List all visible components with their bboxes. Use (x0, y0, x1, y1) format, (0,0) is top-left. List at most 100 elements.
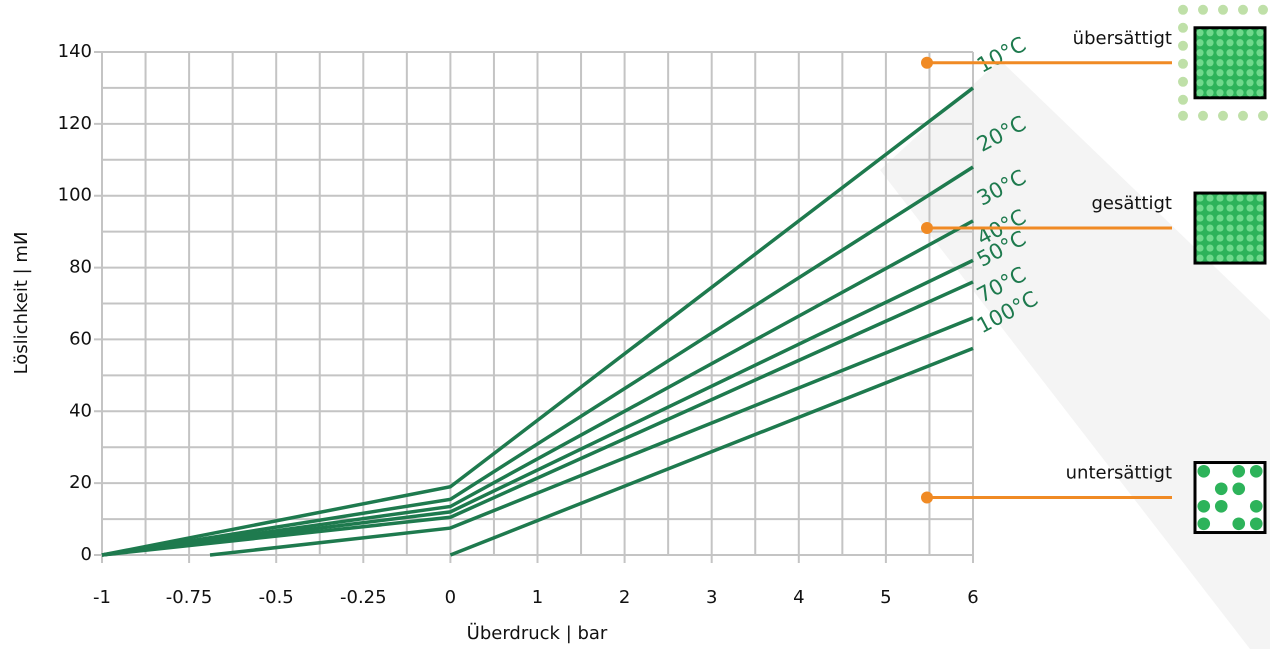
icon-dot (1218, 111, 1228, 121)
icon-dot (1232, 517, 1245, 530)
icon-dot (1196, 234, 1203, 241)
icon-dot (1256, 79, 1263, 86)
icon-dot (1236, 254, 1243, 261)
y-tick-label: 140 (58, 41, 92, 62)
annotation-marker (921, 57, 933, 69)
icon-dot (1197, 500, 1210, 513)
x-tick-label: -0.5 (259, 587, 294, 608)
icon-dot (1197, 465, 1210, 478)
icon-dot (1256, 194, 1263, 201)
icon-dot (1216, 79, 1223, 86)
icon-dot (1215, 482, 1228, 495)
icon-dot (1216, 89, 1223, 96)
icon-dot (1232, 465, 1245, 478)
icon-dot (1206, 234, 1213, 241)
icon-dot (1238, 111, 1248, 121)
x-tick-label: 5 (880, 587, 891, 608)
icon-dot (1226, 89, 1233, 96)
icon-dot (1226, 49, 1233, 56)
icon-dot (1178, 23, 1188, 33)
icon-dot (1198, 5, 1208, 15)
y-tick-label: 120 (58, 113, 92, 134)
annotation-label: übersättigt (1073, 28, 1172, 49)
icon-dot (1236, 59, 1243, 66)
x-tick-label: 1 (532, 587, 543, 608)
icon-dot (1196, 89, 1203, 96)
annotation-marker (921, 492, 933, 504)
y-tick-label: 60 (69, 328, 92, 349)
icon-dot (1178, 59, 1188, 69)
icon-dot (1256, 59, 1263, 66)
icon-dot (1216, 69, 1223, 76)
x-tick-label: 4 (793, 587, 804, 608)
icon-dot (1196, 39, 1203, 46)
y-tick-label: 80 (69, 257, 92, 278)
icon-dot (1206, 194, 1213, 201)
icon-dot (1256, 39, 1263, 46)
icon-dot (1246, 194, 1253, 201)
icon-dot (1246, 29, 1253, 36)
x-tick-label: 2 (619, 587, 630, 608)
y-tick-label: 40 (69, 400, 92, 421)
icon-dot (1256, 244, 1263, 251)
icon-dot (1236, 39, 1243, 46)
y-tick-label: 0 (81, 544, 92, 565)
icon-dot (1258, 111, 1268, 121)
icon-dot (1206, 59, 1213, 66)
icon-dot (1216, 204, 1223, 211)
icon-dot (1236, 29, 1243, 36)
icon-dot (1246, 214, 1253, 221)
icon-dot (1238, 5, 1248, 15)
icon-dot (1246, 79, 1253, 86)
annotation-marker (921, 222, 933, 234)
x-tick-label: 0 (445, 587, 456, 608)
icon-dot (1216, 59, 1223, 66)
icon-dot (1246, 39, 1253, 46)
icon-dot (1197, 517, 1210, 530)
icon-dot (1196, 49, 1203, 56)
annotation-label: untersättigt (1066, 463, 1172, 484)
icon-dot (1196, 244, 1203, 251)
icon-dot (1216, 194, 1223, 201)
icon-dot (1196, 214, 1203, 221)
icon-dot (1206, 49, 1213, 56)
icon-dot (1226, 224, 1233, 231)
icon-dot (1236, 89, 1243, 96)
icon-dot (1246, 49, 1253, 56)
icon-dot (1226, 59, 1233, 66)
icon-dot (1232, 482, 1245, 495)
icon-dot (1236, 244, 1243, 251)
icon-dot (1216, 29, 1223, 36)
icon-dot (1206, 39, 1213, 46)
icon-dot (1250, 465, 1263, 478)
icon-dot (1250, 500, 1263, 513)
icon-dot (1236, 204, 1243, 211)
icon-dot (1246, 224, 1253, 231)
y-tick-label: 100 (58, 185, 92, 206)
x-tick-label: 3 (706, 587, 717, 608)
background-shape (880, 60, 1270, 649)
x-tick-label: -1 (93, 587, 111, 608)
icon-dot (1196, 59, 1203, 66)
icon-dot (1178, 41, 1188, 51)
icon-dot (1206, 214, 1213, 221)
y-tick-label: 20 (69, 472, 92, 493)
icon-dot (1246, 59, 1253, 66)
icon-dot (1216, 39, 1223, 46)
icon-dot (1178, 111, 1188, 121)
annotation-label: gesättigt (1091, 193, 1172, 214)
icon-dot (1236, 224, 1243, 231)
icon-dot (1206, 79, 1213, 86)
icon-dot (1256, 214, 1263, 221)
icon-dot (1216, 49, 1223, 56)
icon-dot (1206, 244, 1213, 251)
icon-dot (1226, 244, 1233, 251)
icon-dot (1256, 69, 1263, 76)
icon-dot (1246, 204, 1253, 211)
icon-dot (1236, 69, 1243, 76)
icon-dot (1216, 234, 1223, 241)
icon-dot (1246, 234, 1253, 241)
icon-dot (1196, 194, 1203, 201)
icon-dot (1226, 39, 1233, 46)
icon-dot (1178, 5, 1188, 15)
